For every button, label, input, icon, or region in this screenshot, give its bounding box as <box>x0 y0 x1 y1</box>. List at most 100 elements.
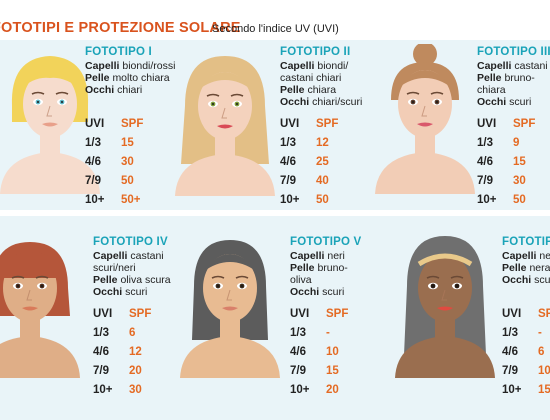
fototipo-label: FOTOTIPO I <box>85 46 152 58</box>
occhi-label: Occhi <box>280 96 313 108</box>
hair-part <box>203 254 257 272</box>
nose <box>421 105 427 117</box>
right-eyebrow <box>230 93 244 97</box>
page-subtitle: Secondo l'indice UV (UVI) <box>212 23 339 35</box>
spf-value: 40 <box>316 175 329 187</box>
uvi-value: 1/3 <box>280 137 296 149</box>
capelli-label: Capelli <box>290 250 328 262</box>
pelle-label: Pelle <box>280 84 308 96</box>
spf-header: SPF <box>538 308 550 320</box>
uvi-value: 7/9 <box>85 175 101 187</box>
capelli-line: castani chiari <box>280 72 362 84</box>
nose <box>46 105 52 117</box>
uvi-header: UVI <box>280 118 300 130</box>
shoulders <box>0 152 100 194</box>
fototipo-description: Capelli biondi/castani chiari Pelle chiar… <box>280 60 362 108</box>
spf-value: 10 <box>538 365 550 377</box>
spf-value: 12 <box>316 137 329 149</box>
occhi-value: scuri <box>534 274 550 286</box>
fototipo-description: Capelli biondi/rossi Pelle molto chiara Oc… <box>85 60 175 96</box>
spf-value: 30 <box>121 156 134 168</box>
face-shape <box>398 70 452 138</box>
shoulders <box>0 336 80 378</box>
headband <box>417 253 473 267</box>
capelli-label: Capelli <box>93 250 131 262</box>
portrait-illustration <box>375 44 475 194</box>
hair-part <box>398 70 452 88</box>
right-pupil <box>41 285 43 287</box>
nose <box>441 289 447 301</box>
spf-value: 6 <box>129 327 136 339</box>
neck <box>435 316 455 340</box>
capelli-value: castani <box>514 60 548 72</box>
pelle-label: Pelle <box>85 72 113 84</box>
occhi-line: Occhi scuri <box>93 286 171 298</box>
pelle-line: Pelle molto chiara <box>85 72 175 84</box>
left-pupil <box>212 103 214 105</box>
uvi-value: 4/6 <box>290 346 306 358</box>
spf-value: 20 <box>326 384 339 396</box>
uvi-value: 4/6 <box>477 156 493 168</box>
face-shape <box>23 70 77 138</box>
spf-value: 15 <box>513 156 526 168</box>
fototipo-description: Capelli castani scuri/neri Pelle oliva scu… <box>93 250 171 298</box>
spf-value: - <box>538 327 542 339</box>
capelli-value: castani <box>130 250 164 262</box>
uvi-value: 4/6 <box>85 156 101 168</box>
pelle-line: oliva <box>290 274 348 286</box>
hair-part <box>198 72 252 90</box>
uvi-value: 7/9 <box>280 175 296 187</box>
capelli-line: Capelli castani <box>477 60 548 72</box>
hair-bun <box>413 44 437 66</box>
spf-header: SPF <box>513 118 536 130</box>
pelle-label: Pelle <box>93 274 121 286</box>
capelli-value: castani chiari <box>280 72 342 84</box>
spf-value: 30 <box>513 175 526 187</box>
fototipo-description: Capelli castani Pelle bruno-chiara Occhi s… <box>477 60 548 108</box>
occhi-label: Occhi <box>477 96 510 108</box>
spf-header: SPF <box>326 308 349 320</box>
right-pupil <box>241 285 243 287</box>
lips <box>437 306 453 311</box>
lips <box>222 306 238 311</box>
spf-value: 15 <box>326 365 339 377</box>
occhi-value: scuri <box>125 286 148 298</box>
uvi-header: UVI <box>502 308 522 320</box>
nose <box>226 289 232 301</box>
occhi-value: chiari/scuri <box>312 96 363 108</box>
right-eyebrow <box>55 91 69 95</box>
occhi-value: chiari <box>117 84 143 96</box>
capelli-value: biondi/rossi <box>122 60 176 72</box>
occhi-label: Occhi <box>502 274 535 286</box>
pelle-value: molto chiara <box>112 72 170 84</box>
portrait-illustration <box>0 242 80 378</box>
spf-value: 15 <box>538 384 550 396</box>
left-pupil <box>412 101 414 103</box>
capelli-line: Capelli castani <box>93 250 171 262</box>
hair-fringe <box>0 252 62 278</box>
page-title: FOTOTIPI E PROTEZIONE SOLARE <box>0 20 241 36</box>
capelli-value: biondi/ <box>317 60 349 72</box>
left-pupil <box>432 285 434 287</box>
right-eyebrow <box>235 275 249 279</box>
right-pupil <box>236 103 238 105</box>
spf-value: 10 <box>326 346 339 358</box>
spf-value: 9 <box>513 137 520 149</box>
uvi-value: 1/3 <box>290 327 306 339</box>
spf-value: 50+ <box>121 194 141 206</box>
right-eyebrow <box>35 275 49 279</box>
header: FOTOTIPI E PROTEZIONE SOLARE Secondo l'i… <box>0 18 550 44</box>
occhi-value: scuri <box>322 286 345 298</box>
right-pupil <box>456 285 458 287</box>
spf-value: 50 <box>513 194 526 206</box>
uvi-value: 1/3 <box>502 327 518 339</box>
uvi-value: 10+ <box>280 194 300 206</box>
uvi-value: 10+ <box>290 384 310 396</box>
occhi-line: Occhi scuri <box>477 96 548 108</box>
neck <box>220 316 240 340</box>
capelli-line: Capelli neri <box>502 250 550 262</box>
uvi-value: 10+ <box>93 384 113 396</box>
capelli-label: Capelli <box>477 60 515 72</box>
occhi-line: Occhi chiari/scuri <box>280 96 362 108</box>
